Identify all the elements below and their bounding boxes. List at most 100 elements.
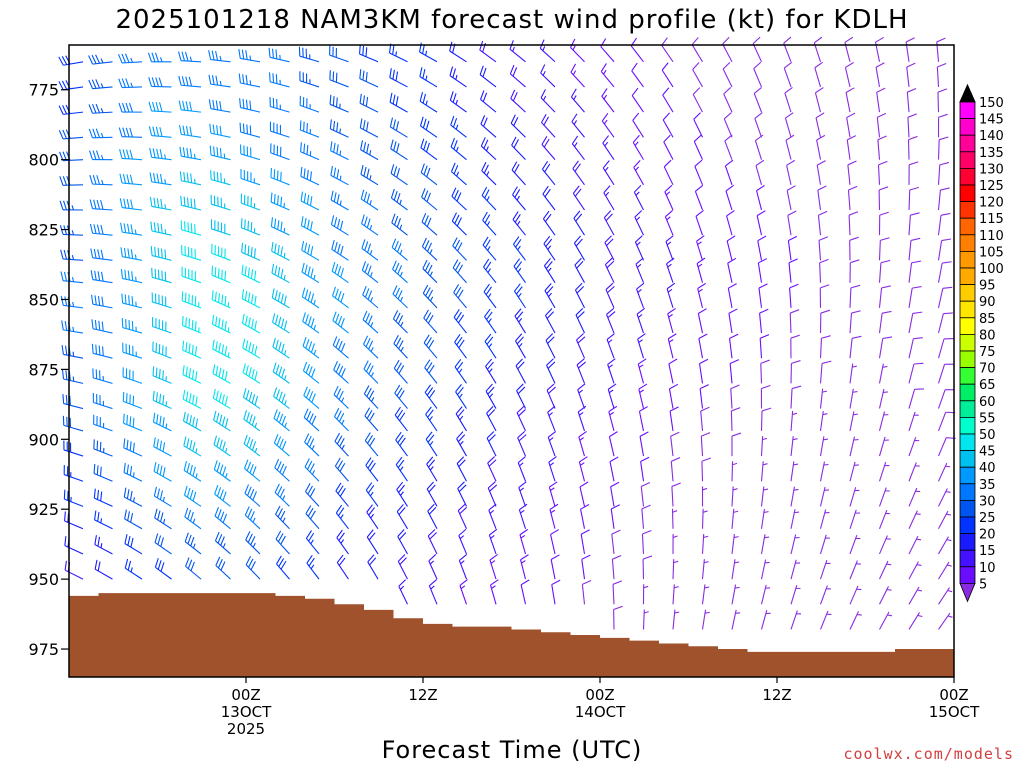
- wind-barb: [452, 237, 467, 261]
- wind-barb: [790, 509, 800, 529]
- wind-barb: [668, 358, 678, 384]
- wind-barb: [849, 259, 860, 283]
- wind-barb: [210, 170, 231, 186]
- wind-barb: [149, 172, 172, 186]
- wind-barb: [428, 579, 438, 605]
- wind-barb: [181, 244, 202, 261]
- wind-barb: [635, 257, 645, 283]
- wind-barb: [419, 116, 438, 138]
- wind-barb: [722, 61, 733, 88]
- wind-barb: [456, 456, 467, 482]
- wind-barb: [667, 333, 677, 359]
- wind-barb: [89, 150, 113, 161]
- terrain-fill: [69, 593, 954, 677]
- wind-barb: [879, 611, 893, 630]
- wind-barb: [634, 235, 645, 261]
- wind-barb: [181, 266, 202, 284]
- wind-barb: [390, 188, 408, 211]
- wind-barb: [334, 432, 349, 457]
- wind-barb: [359, 93, 379, 113]
- wind-barb: [270, 217, 290, 236]
- wind-barb: [152, 412, 172, 432]
- wind-barb: [393, 359, 408, 384]
- wind-barb: [701, 584, 710, 605]
- wind-barb: [570, 63, 585, 88]
- wind-barb: [610, 504, 620, 529]
- colorbar-cell: [959, 300, 976, 319]
- wind-barb: [814, 61, 823, 88]
- wind-barb: [907, 135, 918, 160]
- y-tick-label: 825: [28, 221, 59, 240]
- wind-barb: [908, 411, 919, 432]
- wind-barb: [240, 169, 261, 186]
- wind-barb: [849, 388, 858, 409]
- wind-barb: [88, 128, 113, 139]
- colorbar-tick-label: 115: [979, 212, 1004, 227]
- wind-barb: [212, 339, 231, 359]
- colorbar-tick-label: 35: [979, 478, 996, 493]
- wind-barb: [730, 407, 741, 431]
- wind-barb: [570, 88, 585, 113]
- wind-barb: [334, 457, 349, 482]
- wind-barb: [725, 184, 734, 211]
- wind-barb: [422, 284, 438, 309]
- y-tick-label: 800: [28, 151, 59, 170]
- wind-barb: [458, 554, 468, 580]
- wind-barb: [550, 554, 560, 580]
- wind-barb: [670, 457, 681, 482]
- wind-barb: [631, 87, 644, 113]
- wind-barb: [695, 210, 704, 236]
- wind-barb: [666, 257, 675, 283]
- wind-barb: [783, 61, 793, 88]
- wind-barb: [91, 319, 113, 334]
- wind-barb: [787, 210, 797, 236]
- wind-barb: [697, 282, 707, 308]
- wind-barb: [819, 486, 830, 507]
- x-tick-label: 15OCT: [929, 703, 980, 721]
- wind-barb: [574, 257, 585, 283]
- wind-barb: [722, 36, 733, 63]
- wind-barb: [271, 263, 290, 284]
- colorbar-cell: [959, 466, 976, 485]
- wind-barb: [182, 411, 202, 432]
- wind-barb: [123, 462, 143, 482]
- wind-barb: [641, 504, 651, 529]
- wind-barb: [790, 360, 801, 384]
- wind-barb: [150, 221, 172, 236]
- wind-barb: [299, 95, 320, 113]
- wind-barb: [365, 457, 379, 482]
- x-tick-label: 13OCT: [221, 703, 272, 721]
- wind-barb: [669, 406, 679, 431]
- wind-barb: [152, 317, 172, 334]
- wind-barb: [452, 259, 467, 284]
- wind-barb: [240, 218, 261, 236]
- wind-barb: [481, 186, 497, 211]
- wind-barb: [878, 237, 890, 261]
- x-tick-label: 14OCT: [575, 703, 626, 721]
- colorbar-tick-label: 55: [979, 411, 996, 426]
- wind-barb: [550, 529, 559, 555]
- wind-barb: [606, 307, 616, 334]
- wind-barb: [305, 505, 320, 530]
- wind-barb: [515, 333, 526, 359]
- wind-barb: [516, 383, 526, 409]
- wind-barb: [395, 431, 408, 457]
- wind-barb: [757, 235, 767, 261]
- wind-barb: [819, 585, 831, 605]
- wind-barb: [572, 185, 585, 211]
- wind-barb: [693, 112, 703, 138]
- wind-barb: [731, 486, 738, 507]
- wind-barb: [728, 308, 738, 334]
- wind-barb: [121, 318, 143, 334]
- wind-barb: [453, 284, 467, 309]
- wind-barb: [697, 308, 707, 334]
- wind-barb: [642, 584, 649, 605]
- wind-barb: [450, 137, 467, 161]
- wind-barb: [181, 315, 202, 334]
- colorbar-tick-label: 130: [979, 162, 1004, 177]
- colorbar-tick-label: 105: [979, 245, 1004, 260]
- wind-barb: [209, 123, 231, 138]
- wind-barb: [152, 341, 172, 359]
- wind-barb: [484, 308, 497, 334]
- y-axis: 775 800 825 850 875 900 925 950 975: [28, 81, 69, 659]
